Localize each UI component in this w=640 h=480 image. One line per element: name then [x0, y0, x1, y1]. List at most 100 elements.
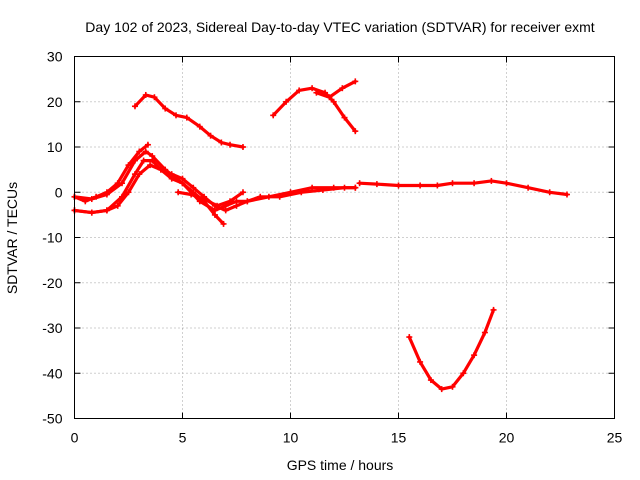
x-tick-label: 25: [607, 430, 623, 446]
y-tick-label: -20: [42, 275, 62, 291]
data-point: [525, 184, 532, 191]
series-9-line: [358, 179, 569, 197]
data-point: [103, 207, 110, 214]
data-point: [196, 123, 203, 130]
data-point: [481, 329, 488, 336]
data-point: [373, 181, 380, 188]
data-point: [339, 85, 346, 92]
data-point: [207, 132, 214, 139]
data-point: [218, 139, 225, 146]
y-tick-label: 30: [47, 49, 63, 65]
data-point: [352, 78, 359, 85]
y-tick-label: 20: [47, 94, 63, 110]
x-tick-label: 5: [179, 430, 187, 446]
data-point: [563, 191, 570, 198]
data-point: [142, 148, 149, 155]
data-point: [352, 184, 359, 191]
data-point: [88, 209, 95, 216]
data-point: [244, 198, 251, 205]
data-point: [125, 162, 132, 169]
data-point: [157, 166, 164, 173]
series-8-line: [314, 79, 357, 99]
data-point: [546, 189, 553, 196]
data-point: [151, 94, 158, 101]
data-point: [188, 191, 195, 198]
data-point: [417, 182, 424, 189]
data-point: [179, 180, 186, 187]
data-point: [488, 177, 495, 184]
data-point: [471, 352, 478, 359]
data-point: [427, 377, 434, 384]
data-point: [438, 386, 445, 393]
data-point: [296, 87, 303, 94]
data-point: [227, 198, 234, 205]
data-point: [460, 370, 467, 377]
data-point: [125, 189, 132, 196]
data-point: [330, 184, 337, 191]
data-point: [220, 220, 227, 227]
data-point: [309, 184, 316, 191]
y-tick-label: -10: [42, 230, 62, 246]
data-point: [341, 114, 348, 121]
data-point: [211, 211, 218, 218]
y-tick-label: -30: [42, 320, 62, 336]
data-point: [162, 105, 169, 112]
x-axis-label: GPS time / hours: [287, 457, 394, 473]
data-point: [103, 189, 110, 196]
data-point: [214, 202, 221, 209]
series-7-line: [271, 86, 357, 133]
data-point: [175, 189, 182, 196]
data-point: [283, 98, 290, 105]
data-point: [330, 98, 337, 105]
data-point: [136, 171, 143, 178]
data-point: [239, 144, 246, 150]
data-point: [395, 182, 402, 189]
data-point: [140, 157, 147, 164]
data-point: [131, 103, 138, 110]
data-point: [136, 148, 143, 155]
data-point: [434, 182, 441, 189]
x-tick-label: 0: [71, 430, 79, 446]
data-point: [173, 112, 180, 119]
axis-ticks: 0 5 10 15 20 25 -50 -40 -30 -20 -10 0 10 20 30: [42, 49, 622, 446]
data-point: [144, 141, 151, 148]
data-point: [183, 114, 190, 121]
series-layer: [71, 78, 570, 393]
data-point: [417, 358, 424, 365]
data-point: [222, 207, 229, 214]
data-point: [406, 334, 413, 341]
data-point: [471, 180, 478, 187]
data-point: [114, 180, 121, 187]
data-point: [149, 157, 156, 164]
data-point: [309, 85, 316, 92]
data-point: [265, 193, 272, 200]
y-tick-label: -40: [42, 365, 62, 381]
y-tick-label: 0: [55, 184, 63, 200]
data-point: [503, 180, 510, 187]
data-point: [142, 91, 149, 98]
data-point: [270, 112, 277, 119]
x-tick-label: 10: [283, 430, 299, 446]
x-tick-label: 15: [391, 430, 407, 446]
data-point: [356, 180, 363, 187]
y-axis-label: SDTVAR / TECUs: [4, 182, 20, 294]
data-point: [168, 175, 175, 182]
data-point: [287, 189, 294, 196]
data-point: [449, 180, 456, 187]
data-point: [227, 141, 234, 148]
y-tick-label: 10: [47, 139, 63, 155]
y-tick-label: -50: [42, 411, 62, 427]
data-point: [239, 189, 246, 196]
data-point: [93, 193, 100, 200]
data-point: [114, 202, 121, 209]
data-point: [352, 128, 359, 135]
data-point: [490, 306, 497, 313]
data-point: [147, 162, 154, 169]
data-point: [201, 196, 208, 203]
data-point: [233, 202, 240, 209]
data-point: [449, 383, 456, 390]
data-point: [313, 89, 320, 96]
data-point: [326, 94, 333, 101]
x-tick-label: 20: [499, 430, 515, 446]
